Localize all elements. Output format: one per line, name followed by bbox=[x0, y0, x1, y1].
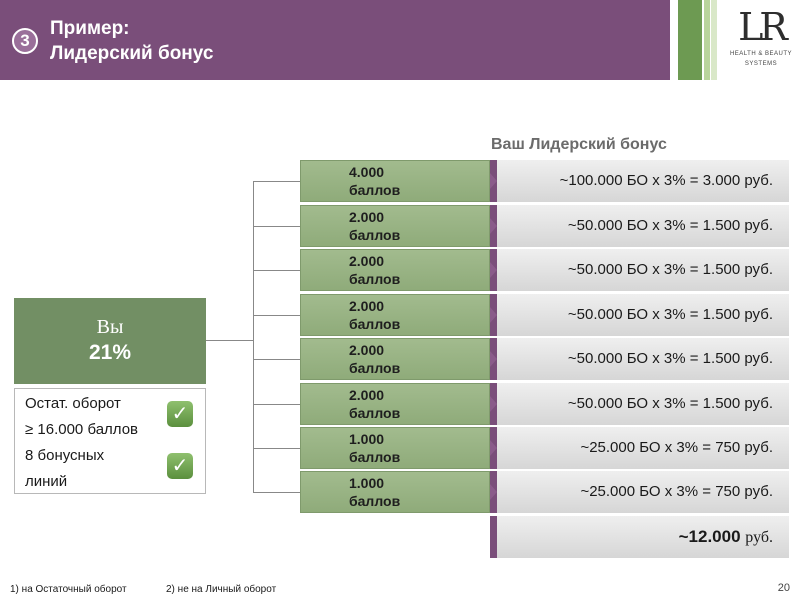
bonus-total: ~12.000 руб. bbox=[497, 516, 789, 558]
bonus-calculation: ~50.000 БО х 3% = 1.500 руб. bbox=[497, 383, 789, 425]
connector-vertical bbox=[253, 181, 254, 492]
connector-horizontal bbox=[206, 340, 254, 341]
connector-branch bbox=[253, 448, 300, 449]
logo-subtitle-2: SYSTEMS bbox=[744, 61, 778, 67]
connector-branch bbox=[253, 226, 300, 227]
arrow-right-icon bbox=[490, 440, 497, 456]
line-points-box: 2.000 баллов bbox=[300, 249, 490, 291]
logo-subtitle-1: HEALTH & BEAUTY bbox=[729, 51, 793, 57]
condition-line-3: 8 бонусных bbox=[25, 447, 105, 464]
page-number: 20 bbox=[777, 582, 790, 594]
arrow-right-icon bbox=[490, 484, 497, 500]
arrow-right-icon bbox=[490, 218, 497, 234]
bonus-calculation: ~50.000 БО х 3% = 1.500 руб. bbox=[497, 338, 789, 380]
connector-branch bbox=[253, 359, 300, 360]
line-points-label: 1.000 баллов bbox=[349, 475, 401, 509]
footnote-1: 1) на Остаточный оборот bbox=[10, 584, 127, 595]
light-green-stripe bbox=[704, 0, 710, 80]
condition-line-4: линий bbox=[25, 473, 68, 490]
line-points-box: 1.000 баллов bbox=[300, 427, 490, 469]
purple-divider bbox=[490, 516, 497, 558]
line-points-box: 2.000 баллов bbox=[300, 338, 490, 380]
arrow-right-icon bbox=[490, 307, 497, 323]
title-line-2: Лидерский бонус bbox=[50, 43, 214, 64]
bonus-calculation: ~50.000 БО х 3% = 1.500 руб. bbox=[497, 205, 789, 247]
line-points-label: 4.000 баллов bbox=[349, 164, 401, 198]
bonus-calculation: ~25.000 БО х 3% = 750 руб. bbox=[497, 427, 789, 469]
total-amount: ~12.000 bbox=[678, 527, 741, 546]
line-points-label: 1.000 баллов bbox=[349, 431, 401, 465]
arrow-right-icon bbox=[490, 173, 497, 189]
line-points-box: 1.000 баллов bbox=[300, 471, 490, 513]
connector-branch bbox=[253, 492, 300, 493]
checkmark-icon: ✓ bbox=[167, 401, 193, 427]
total-unit: руб. bbox=[745, 529, 773, 546]
connector-branch bbox=[253, 315, 300, 316]
green-stripe bbox=[678, 0, 702, 80]
line-points-box: 2.000 баллов bbox=[300, 383, 490, 425]
arrow-right-icon bbox=[490, 262, 497, 278]
bonus-calculation: ~50.000 БО х 3% = 1.500 руб. bbox=[497, 249, 789, 291]
condition-line-2: ≥ 16.000 баллов bbox=[25, 421, 139, 438]
header-bar: 3 Пример: Лидерский бонус bbox=[0, 0, 670, 80]
checkmark-icon: ✓ bbox=[167, 453, 193, 479]
logo-mark: LR bbox=[738, 5, 788, 49]
bonus-calculation: ~100.000 БО х 3% = 3.000 руб. bbox=[497, 160, 789, 202]
condition-line-1: Остат. оборот bbox=[25, 395, 121, 412]
line-points-box: 2.000 баллов bbox=[300, 294, 490, 336]
line-points-label: 2.000 баллов bbox=[349, 209, 401, 243]
bonus-calculation: ~50.000 БО х 3% = 1.500 руб. bbox=[497, 294, 789, 336]
bonus-calculation: ~25.000 БО х 3% = 750 руб. bbox=[497, 471, 789, 513]
lr-logo: LR HEALTH & BEAUTY SYSTEMS bbox=[722, 0, 800, 80]
page-title: Пример: Лидерский бонус bbox=[50, 16, 213, 66]
you-box: Вы 21% bbox=[14, 298, 206, 384]
pale-green-stripe bbox=[711, 0, 717, 80]
conditions-box: Остат. оборот ≥ 16.000 баллов 8 бонусных… bbox=[14, 388, 206, 494]
section-title: Ваш Лидерский бонус bbox=[491, 136, 667, 153]
line-points-label: 2.000 баллов bbox=[349, 387, 401, 421]
line-points-label: 2.000 баллов bbox=[349, 253, 401, 287]
title-line-1: Пример: bbox=[50, 18, 130, 39]
connector-branch bbox=[253, 404, 300, 405]
line-points-label: 2.000 баллов bbox=[349, 342, 401, 376]
arrow-right-icon bbox=[490, 396, 497, 412]
connector-branch bbox=[253, 181, 300, 182]
line-points-box: 4.000 баллов bbox=[300, 160, 490, 202]
line-points-box: 2.000 баллов bbox=[300, 205, 490, 247]
line-points-label: 2.000 баллов bbox=[349, 298, 401, 332]
arrow-right-icon bbox=[490, 351, 497, 367]
you-label: Вы bbox=[96, 316, 124, 338]
footnote-2: 2) не на Личный оборот bbox=[166, 584, 277, 595]
connector-branch bbox=[253, 270, 300, 271]
you-percent: 21% bbox=[88, 341, 132, 364]
step-number-badge: 3 bbox=[12, 28, 38, 54]
